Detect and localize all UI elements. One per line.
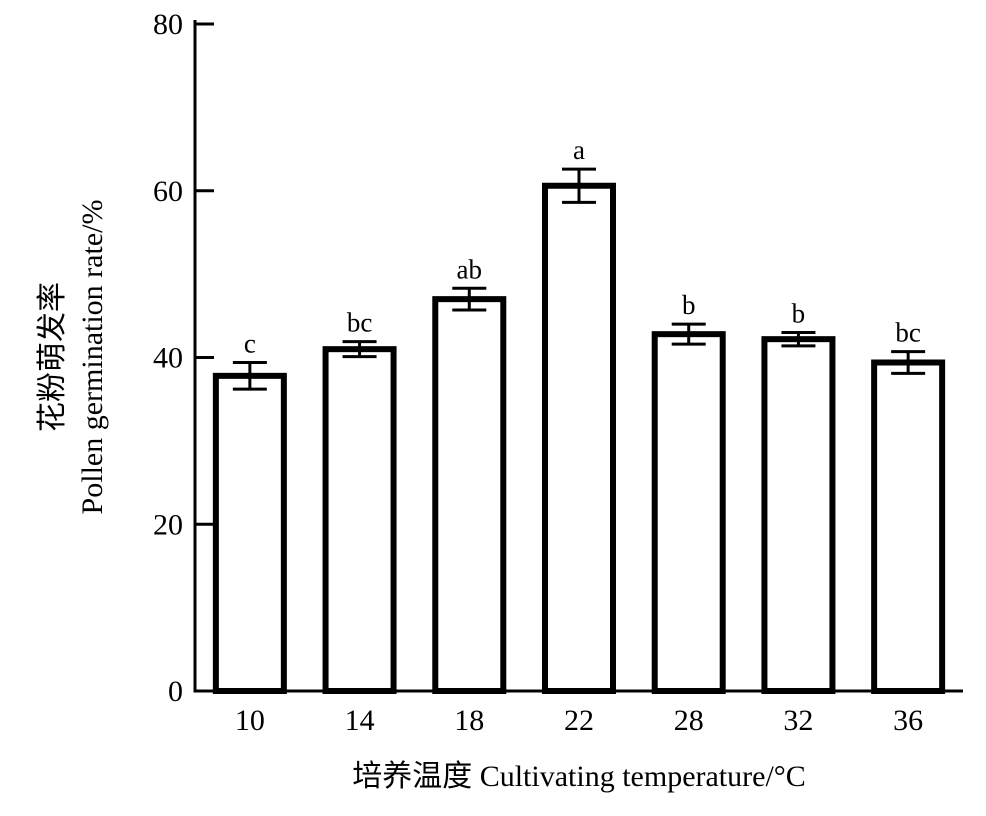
bar <box>212 372 287 694</box>
bar <box>761 336 836 694</box>
y-axis-title-cn: 花粉萌发率 <box>36 282 69 432</box>
x-tick-label: 18 <box>454 704 484 737</box>
significance-label: ab <box>457 254 482 284</box>
significance-label: bc <box>895 318 921 348</box>
x-tick-label: 10 <box>235 704 265 737</box>
x-ticks: 10 14 18 22 28 32 36 <box>235 704 923 737</box>
bar <box>432 296 507 694</box>
bar <box>322 346 397 694</box>
bar <box>542 182 616 694</box>
y-tick-label: 20 <box>153 508 183 541</box>
y-tick-label: 40 <box>153 342 183 375</box>
significance-label: b <box>682 290 696 320</box>
x-axis-title: 培养温度 Cultivating temperature/°C <box>352 760 806 793</box>
x-tick-label: 28 <box>674 704 704 737</box>
y-tick-label: 0 <box>168 675 183 708</box>
significance-label: a <box>573 135 585 165</box>
bar <box>871 359 946 694</box>
x-tick-label: 14 <box>345 704 375 737</box>
x-tick-label: 32 <box>783 704 813 737</box>
y-tick-label: 60 <box>153 175 183 208</box>
x-tick-label: 36 <box>893 704 923 737</box>
y-axis-title: 花粉萌发率 Pollen germination rate/% <box>36 200 109 515</box>
y-tick-label: 80 <box>153 8 183 41</box>
significance-label: b <box>792 298 806 328</box>
y-ticks: 0 20 40 60 80 <box>153 8 214 708</box>
significance-label: bc <box>347 308 373 338</box>
significance-label: c <box>244 329 256 359</box>
y-axis-title-en: Pollen germination rate/% <box>76 200 109 515</box>
bar <box>651 331 726 694</box>
x-tick-label: 22 <box>564 704 594 737</box>
